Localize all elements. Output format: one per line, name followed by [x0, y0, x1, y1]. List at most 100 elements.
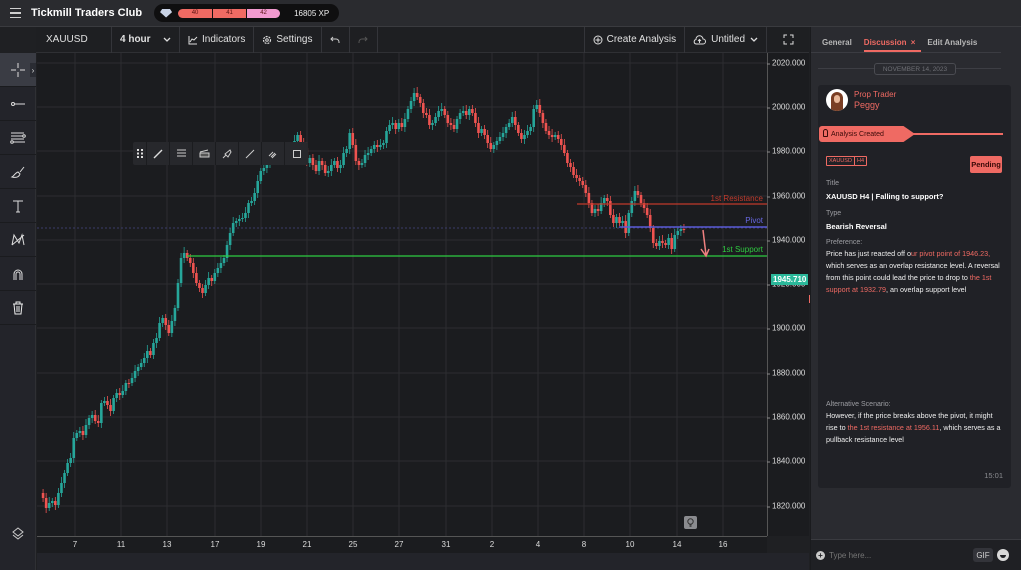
author-name[interactable]: Peggy	[854, 100, 880, 110]
layout-dropdown[interactable]: Untitled	[685, 26, 767, 53]
indicators-button[interactable]: Indicators	[180, 26, 255, 53]
event-badge: Analysis Created	[819, 126, 915, 142]
text-tool[interactable]	[0, 189, 36, 223]
symbol-label: XAUUSD	[46, 34, 88, 45]
x-tick: 27	[394, 540, 404, 549]
chart-toolbar: XAUUSD 4 hour Indicators Settings Create…	[36, 26, 809, 53]
floating-drawing-toolbar	[133, 142, 308, 165]
x-tick: 21	[302, 540, 312, 549]
pattern-icon	[11, 232, 25, 245]
preference-label: Preference:	[826, 239, 863, 246]
x-tick: 17	[210, 540, 220, 549]
trend-line-tool[interactable]	[0, 87, 36, 121]
price-axis[interactable]: 2020.000 2000.000 1980.000 1960.000 1940…	[766, 53, 809, 536]
interval-dropdown[interactable]: 4 hour	[112, 26, 180, 53]
magnet-icon	[13, 269, 23, 280]
level-segment: 42	[246, 8, 281, 18]
gem-icon	[160, 8, 173, 18]
indicators-label: Indicators	[202, 34, 246, 45]
x-tick: 11	[116, 540, 126, 549]
layers-icon	[12, 527, 24, 540]
panel-tabs: General Discussion × Edit Analysis	[811, 27, 1001, 53]
emoji-icon[interactable]	[997, 549, 1009, 561]
pen-icon[interactable]	[147, 142, 170, 165]
message-input[interactable]	[829, 550, 969, 560]
undo-button[interactable]	[322, 26, 350, 53]
lightbulb-icon	[687, 518, 694, 527]
delete-tool[interactable]	[0, 291, 36, 325]
y-tick: 1940.000	[766, 235, 806, 245]
chevron-right-icon[interactable]: ›	[30, 63, 36, 77]
x-tick: 25	[348, 540, 358, 549]
fill-icon[interactable]	[193, 142, 216, 165]
settings-button[interactable]: Settings	[254, 26, 322, 53]
add-attachment-icon[interactable]: +	[816, 550, 825, 560]
interval-label: 4 hour	[120, 34, 151, 45]
type-value: Bearish Reversal	[826, 222, 887, 231]
toolbar-spacer	[378, 26, 585, 53]
brush-icon	[10, 166, 25, 178]
line-icon[interactable]	[239, 142, 262, 165]
undo-icon	[330, 36, 340, 43]
chart-line-icon	[188, 35, 198, 44]
menu-icon[interactable]	[0, 0, 30, 27]
fullscreen-icon	[783, 34, 793, 45]
tab-general[interactable]: General	[822, 38, 852, 47]
x-tick: 10	[625, 540, 635, 549]
x-tick: 7	[72, 540, 78, 549]
time-axis[interactable]: 7 11 13 17 19 21 25 27 31 2 4 8 10 14 16	[37, 536, 767, 553]
symbol-selector[interactable]: XAUUSD	[36, 26, 112, 53]
magnet-tool[interactable]	[0, 257, 36, 291]
x-tick: 13	[162, 540, 172, 549]
title-value: XAUUSD H4 | Falling to support?	[826, 192, 944, 201]
resistance-label: 1st Resistance	[711, 194, 764, 203]
crosshair-icon	[11, 62, 25, 77]
gif-button[interactable]: GIF	[973, 548, 993, 562]
y-tick: 1840.000	[766, 456, 806, 466]
parallel-lines-icon[interactable]	[170, 142, 193, 165]
author-role: Prop Trader	[854, 90, 897, 99]
close-icon[interactable]: ×	[910, 38, 916, 47]
fullscreen-button[interactable]	[767, 27, 809, 53]
box-icon[interactable]	[285, 142, 308, 165]
top-bar: Tickmill Traders Club 40 41 42 16805 XP	[0, 0, 1021, 27]
tab-discussion[interactable]: Discussion ×	[863, 38, 922, 52]
date-separator: NOVEMBER 14, 2023	[818, 53, 1001, 79]
preference-text: Price has just reacted off our pivot poi…	[826, 249, 1000, 294]
redo-button[interactable]	[350, 26, 378, 53]
tab-edit-analysis[interactable]: Edit Analysis	[927, 38, 978, 47]
lightbulb-icon	[823, 129, 828, 137]
create-analysis-button[interactable]: Create Analysis	[585, 26, 686, 53]
text-icon	[13, 200, 23, 212]
pattern-tool[interactable]	[0, 223, 36, 257]
layers-button[interactable]	[0, 517, 36, 551]
style-icon[interactable]	[216, 142, 239, 165]
brush-tool[interactable]	[0, 155, 36, 189]
current-price-tag: 1945.710	[771, 274, 809, 285]
avatar[interactable]	[826, 89, 848, 111]
trash-icon	[13, 301, 23, 314]
idea-button[interactable]	[684, 516, 697, 529]
alternative-label: Alternative Scenario:	[826, 401, 891, 408]
event-line	[913, 133, 1003, 135]
x-tick: 31	[441, 540, 451, 549]
bottom-strip	[37, 553, 809, 570]
redo-icon	[358, 36, 368, 43]
drag-handle-icon[interactable]	[133, 142, 147, 165]
app-title: Tickmill Traders Club	[31, 7, 143, 19]
y-tick: 2020.000	[766, 58, 806, 68]
event-label: Analysis Created	[831, 130, 884, 138]
price-chart[interactable]: 1st Resistance Pivot 1st Support	[37, 53, 767, 536]
cloud-upload-icon	[693, 34, 707, 44]
hide-icon[interactable]	[262, 142, 285, 165]
x-tick: 2	[489, 540, 495, 549]
alternative-text: However, if the price breaks above the p…	[826, 411, 1001, 444]
title-label: Title	[826, 180, 839, 187]
message-composer: + GIF	[811, 539, 1021, 570]
tab-discussion-label: Discussion	[863, 38, 907, 47]
crosshair-tool[interactable]: ›	[0, 53, 36, 87]
fib-tool[interactable]	[0, 121, 36, 155]
y-tick: 1860.000	[766, 412, 806, 422]
timeframe-tag: H4	[854, 156, 868, 166]
gear-icon	[263, 35, 272, 44]
